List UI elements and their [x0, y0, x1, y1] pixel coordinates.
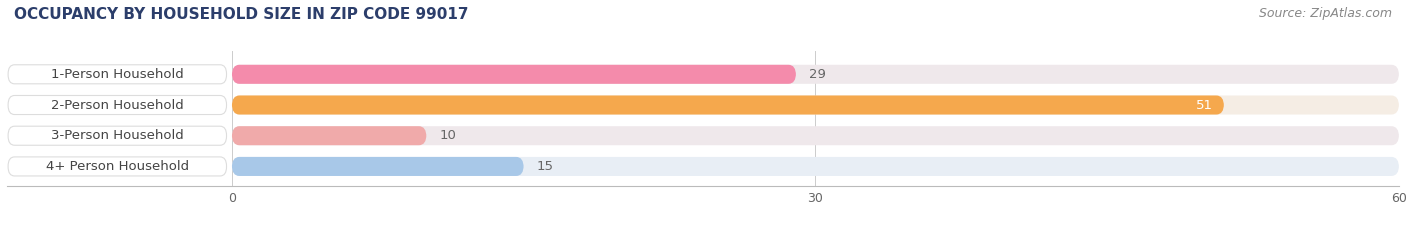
- Text: 4+ Person Household: 4+ Person Household: [46, 160, 188, 173]
- Text: 29: 29: [808, 68, 825, 81]
- Text: 15: 15: [537, 160, 554, 173]
- FancyBboxPatch shape: [232, 126, 1399, 145]
- FancyBboxPatch shape: [8, 96, 226, 115]
- FancyBboxPatch shape: [232, 126, 426, 145]
- FancyBboxPatch shape: [232, 96, 1223, 115]
- Text: 10: 10: [439, 129, 456, 142]
- FancyBboxPatch shape: [232, 65, 796, 84]
- FancyBboxPatch shape: [8, 126, 226, 145]
- Text: 1-Person Household: 1-Person Household: [51, 68, 184, 81]
- FancyBboxPatch shape: [232, 157, 1399, 176]
- Text: 3-Person Household: 3-Person Household: [51, 129, 184, 142]
- FancyBboxPatch shape: [8, 65, 226, 84]
- FancyBboxPatch shape: [8, 157, 226, 176]
- Text: 2-Person Household: 2-Person Household: [51, 99, 184, 112]
- FancyBboxPatch shape: [232, 65, 1399, 84]
- FancyBboxPatch shape: [232, 157, 523, 176]
- Text: OCCUPANCY BY HOUSEHOLD SIZE IN ZIP CODE 99017: OCCUPANCY BY HOUSEHOLD SIZE IN ZIP CODE …: [14, 7, 468, 22]
- FancyBboxPatch shape: [232, 96, 1399, 115]
- Text: Source: ZipAtlas.com: Source: ZipAtlas.com: [1258, 7, 1392, 20]
- Text: 51: 51: [1197, 99, 1213, 112]
